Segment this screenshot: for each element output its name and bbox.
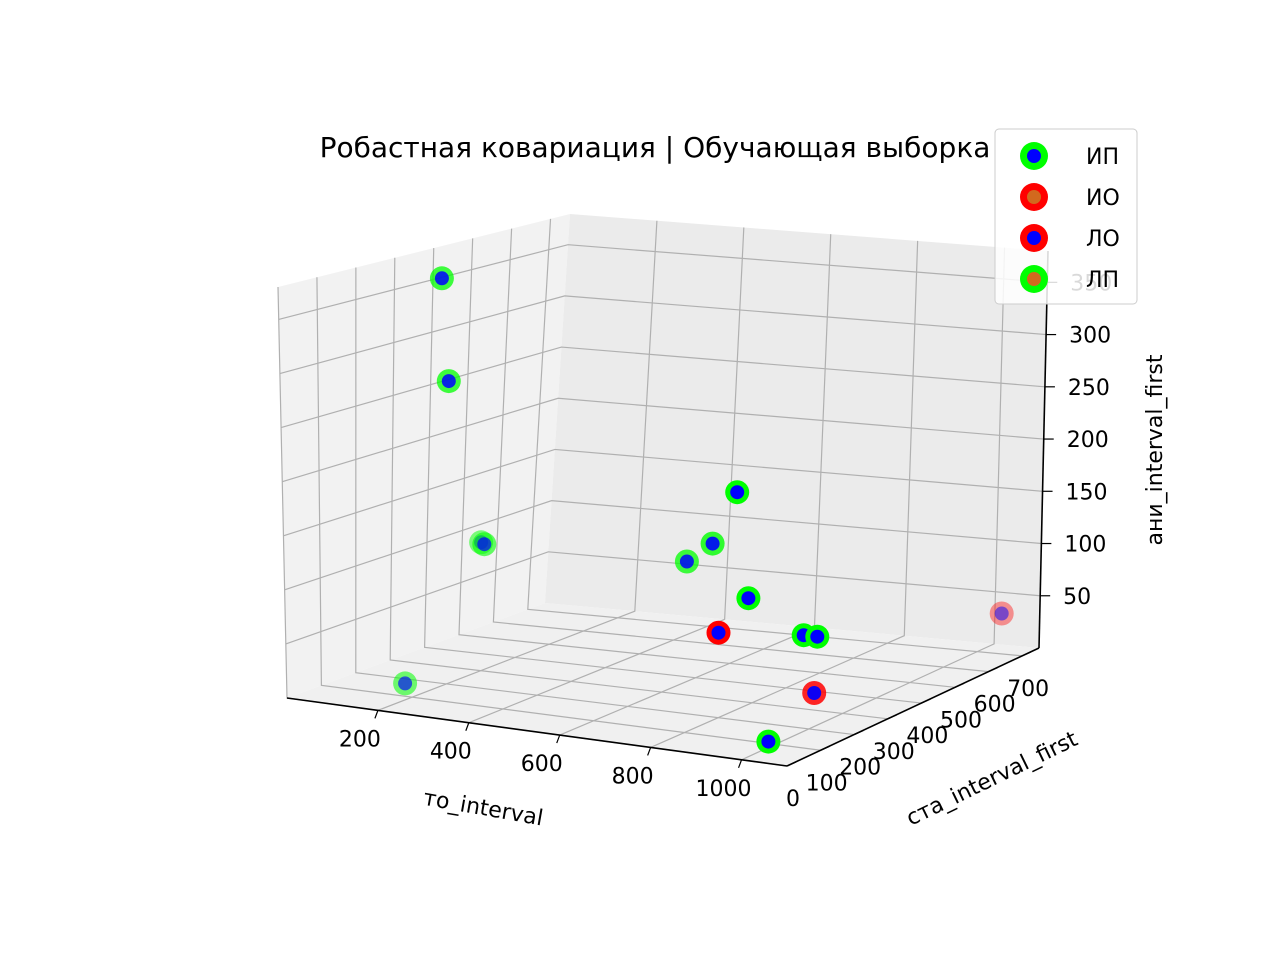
x-tick-label: 1000 [696, 777, 752, 802]
x-axis-label: то_interval [421, 786, 545, 832]
z-tick-label: 200 [1067, 428, 1109, 453]
z-axis-label: ани_interval_first [1143, 354, 1168, 545]
x-tick-label: 200 [339, 727, 381, 752]
y-tick-label: 400 [906, 724, 948, 749]
grid-line-z [285, 551, 1041, 645]
grid-line-z [279, 295, 1047, 375]
pane-back [545, 214, 1048, 648]
z-tick-label: 100 [1064, 533, 1106, 558]
grid-line-y [389, 257, 888, 720]
grid-line-y [355, 267, 855, 736]
y-tick-label: 600 [974, 693, 1016, 718]
legend-label: ЛО [1086, 227, 1120, 252]
grid-line-y [492, 228, 989, 673]
x-tick-label: 600 [521, 752, 563, 777]
scatter-point [477, 537, 492, 552]
grid-line-x [377, 220, 658, 711]
y-tick-label: 700 [1007, 677, 1049, 702]
scatter-point [679, 554, 694, 569]
x-tick [374, 710, 379, 719]
chart-title: Робастная ковариация | Обучающая выборка [320, 131, 991, 164]
grid-line-y [527, 218, 1023, 657]
legend-marker [1027, 272, 1041, 286]
grid-line-z [284, 500, 1042, 591]
z-tick-label: 300 [1069, 324, 1111, 349]
legend-label: ИП [1086, 145, 1119, 170]
pane-floor [287, 603, 1039, 766]
legend-marker [1027, 149, 1041, 163]
legend-frame [994, 128, 1138, 305]
scatter-point [994, 606, 1009, 621]
legend-marker [1027, 231, 1041, 245]
x-tick-label: 800 [612, 764, 654, 789]
scatter-point [434, 271, 449, 286]
grid-line-z [283, 448, 1043, 537]
scatter-point [807, 686, 822, 700]
y-tick [1021, 651, 1032, 657]
y-tick-label: 200 [839, 756, 881, 781]
y-tick-label: 500 [940, 708, 982, 733]
x-axis-line [286, 697, 788, 767]
z-tick-label: 250 [1068, 376, 1110, 401]
scatter-point [398, 676, 413, 691]
legend-label: ИО [1086, 186, 1120, 211]
x-tick [737, 759, 743, 769]
z-axis-line [1038, 250, 1049, 649]
z-tick-label: 150 [1066, 480, 1108, 505]
y-tick [820, 745, 830, 751]
x-tick [556, 734, 561, 744]
grid-line-x [650, 240, 919, 749]
grid-line-y [423, 248, 922, 704]
y-tick [887, 714, 898, 720]
axis-panes [278, 214, 1048, 766]
grid-line-x [468, 227, 745, 724]
legend-label: ЛП [1086, 268, 1119, 293]
y-tick-label: 0 [786, 787, 800, 812]
scatter-point [705, 536, 720, 551]
y-tick [954, 682, 965, 688]
scatter-point [441, 374, 456, 389]
scatter-point [741, 591, 756, 606]
scatter-points [393, 266, 1014, 754]
tick-labels: 200 400 600 800 1000 010020030040050060070050… [339, 271, 1112, 812]
legend: ИП ИО ЛО ЛП [994, 128, 1138, 305]
y-tick [988, 667, 998, 673]
z-tick-label: 50 [1063, 585, 1091, 610]
y-tick-label: 100 [806, 771, 848, 796]
grid-line-z [282, 397, 1044, 483]
x-tick-label: 400 [430, 740, 472, 765]
y-tick-label: 300 [873, 740, 915, 765]
pane-left [278, 214, 570, 698]
grid-line-y [316, 277, 821, 751]
scatter-point [730, 485, 745, 500]
scatter-point [810, 629, 825, 644]
y-tick [921, 698, 931, 704]
scatter-point [711, 625, 726, 640]
grid-line-y [458, 238, 956, 688]
y-tick [853, 729, 864, 736]
legend-marker [1027, 190, 1041, 204]
grid-line-z [280, 346, 1045, 429]
y-tick [786, 761, 797, 767]
grid-line-x [741, 247, 1006, 761]
grid-line-z [278, 244, 1048, 321]
x-tick [647, 747, 652, 756]
x-tick [465, 722, 470, 731]
scatter-point [761, 734, 776, 749]
